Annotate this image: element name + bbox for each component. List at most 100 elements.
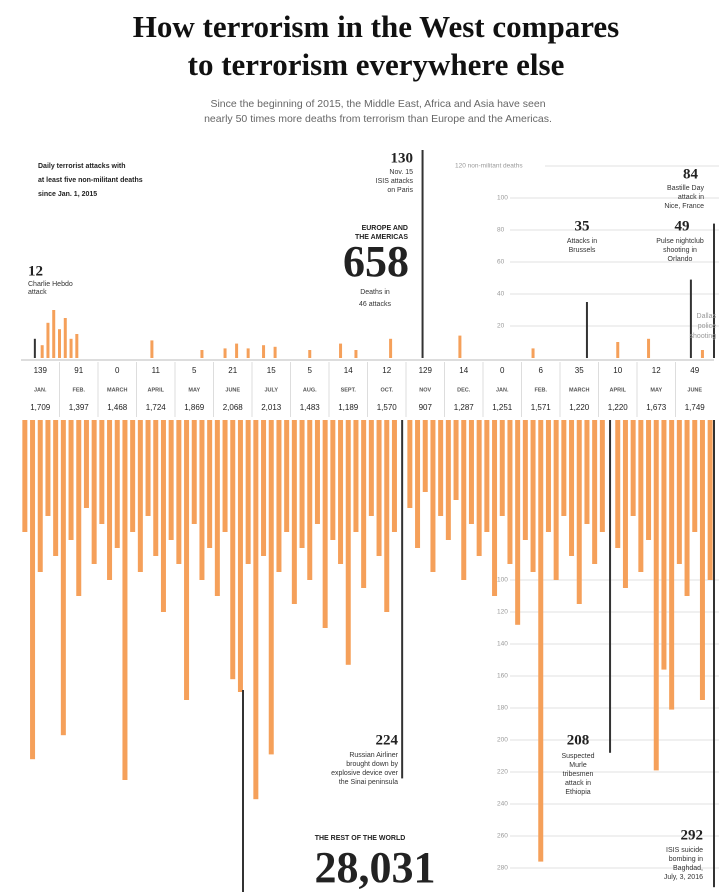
bar [22,420,28,532]
bar [30,420,36,760]
group-label: THE AMERICAS [355,234,408,241]
table-month: JAN. [34,387,47,393]
bar [615,420,621,548]
bar [538,420,544,862]
bar [230,420,236,680]
title-line: to terrorism everywhere else [188,47,565,82]
annotation-text: the Sinai peninsula [339,779,398,786]
bar [276,420,282,572]
bar [37,420,43,572]
bar [45,420,51,516]
bar [69,338,73,358]
subtitle-line: nearly 50 times more deaths from terrori… [204,113,552,125]
y-tick-label: 220 [497,769,508,776]
bar [630,420,636,516]
plot: 139 JAN. 1,709 91 FEB. 1,397 0 MARCH 1,468 11 APRI… [21,150,719,888]
bar [713,223,715,358]
table-west: 5 [308,366,313,375]
annotation-text: Ethiopia [565,789,590,796]
bar [468,420,474,524]
bar [345,420,351,665]
bar [545,420,551,532]
annotation-text: shooting [690,333,717,340]
bar [458,335,462,358]
table-month: JAN. [496,387,509,393]
annotation-text: attack in [565,780,591,787]
table-month: MARCH [107,387,127,393]
bar [53,420,59,556]
bar [609,420,612,753]
table-west: 21 [228,366,237,375]
bar [531,348,535,358]
bar [461,420,467,580]
bar [63,318,67,358]
bar [354,350,358,358]
bar [223,348,227,358]
annotation-text: attack [28,289,47,296]
bar [52,310,56,358]
bar [692,420,698,532]
bar [245,420,251,564]
bar [207,420,213,548]
table-month: JUNE [687,387,702,393]
bar [376,420,382,556]
bar [191,420,197,524]
bar [261,420,267,556]
bar [40,345,44,358]
bar [401,420,404,779]
y-tick-label: 100 [497,195,508,202]
table-rest: 1,483 [300,403,321,412]
bar [700,350,704,358]
bar [222,420,228,532]
table-month: OCT. [380,387,393,393]
bar [299,420,305,548]
table-rest: 2,068 [223,403,244,412]
bar [130,420,136,532]
panel-label: Daily terrorist attacks with [38,163,126,170]
table-west: 49 [690,366,699,375]
bar [647,338,651,358]
table-rest: 1,220 [569,403,590,412]
bar [46,322,50,358]
bar [268,420,274,755]
bar [76,420,82,596]
table-west: 12 [652,366,661,375]
annotation-text: Dallas [697,313,717,320]
table-month: MAY [650,387,662,393]
bar [339,343,343,358]
bar [199,420,205,580]
bar [99,420,105,524]
table-rest: 907 [419,403,433,412]
bar [314,420,320,524]
bar [415,420,421,548]
bar [638,420,644,572]
group-label: EUROPE AND [362,225,408,232]
group-total: 28,031 [315,843,436,892]
table-rest: 1,220 [608,403,629,412]
table-rest: 1,571 [531,403,552,412]
annotation-text: ISIS suicide [666,847,703,854]
group-note: Deaths in [360,289,390,296]
bar [237,420,243,692]
annotation-text: tribesmen [563,771,594,778]
bar [669,420,675,710]
table-rest: 1,397 [69,403,90,412]
table-rest: 1,724 [146,403,167,412]
table-west: 12 [382,366,391,375]
annotation-text: Brussels [569,247,596,254]
panel-label: since Jan. 1, 2015 [38,191,97,198]
bar [616,342,620,358]
bar [646,420,652,540]
annotation-text: on Paris [387,187,413,194]
bar [153,420,159,556]
bar [592,420,598,564]
bar [585,302,588,358]
table-month: NOV [419,387,431,393]
bar [713,420,715,888]
bar [576,420,582,604]
bar [507,420,513,564]
annotation-number: 49 [675,218,690,234]
table-month: JUNE [225,387,240,393]
annotation-text: Murle [569,762,587,769]
y-tick-label: 180 [497,705,508,712]
